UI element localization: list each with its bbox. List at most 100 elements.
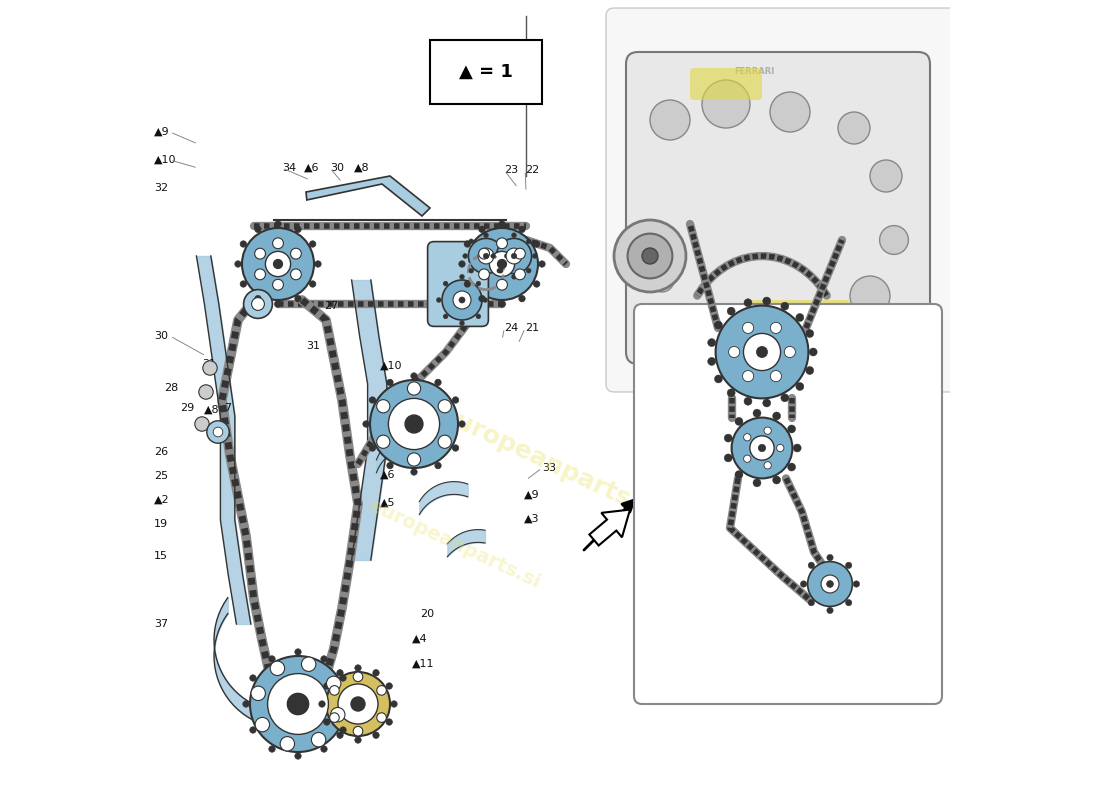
Circle shape (376, 435, 389, 448)
Circle shape (452, 445, 459, 451)
Circle shape (330, 686, 339, 695)
Circle shape (715, 321, 723, 329)
Circle shape (267, 674, 329, 734)
Circle shape (678, 304, 710, 336)
Circle shape (519, 295, 525, 302)
Circle shape (526, 268, 531, 273)
Circle shape (512, 274, 516, 279)
Circle shape (275, 221, 282, 227)
Circle shape (497, 268, 502, 273)
Text: ▲3: ▲3 (524, 514, 539, 523)
Circle shape (754, 479, 761, 487)
Circle shape (490, 251, 515, 277)
Circle shape (795, 314, 804, 322)
Circle shape (346, 701, 353, 707)
Text: 18: 18 (718, 558, 734, 570)
Circle shape (443, 281, 448, 286)
Text: 25: 25 (154, 471, 168, 481)
Circle shape (512, 233, 516, 238)
Circle shape (827, 607, 833, 614)
Circle shape (410, 469, 417, 475)
Circle shape (340, 675, 346, 682)
Circle shape (388, 398, 440, 450)
Circle shape (469, 239, 474, 244)
Circle shape (826, 581, 834, 587)
Circle shape (724, 454, 733, 462)
Circle shape (484, 233, 488, 238)
Circle shape (469, 268, 474, 273)
Circle shape (870, 160, 902, 192)
FancyArrow shape (590, 510, 630, 546)
FancyBboxPatch shape (634, 304, 942, 704)
Circle shape (478, 248, 494, 264)
Circle shape (386, 683, 393, 690)
Circle shape (702, 80, 750, 128)
Circle shape (764, 462, 771, 469)
Circle shape (750, 436, 774, 460)
Text: 34: 34 (282, 163, 296, 173)
Circle shape (498, 239, 503, 244)
Circle shape (355, 665, 361, 671)
Circle shape (207, 421, 229, 443)
Circle shape (438, 435, 451, 448)
Circle shape (370, 445, 375, 451)
Circle shape (463, 254, 467, 258)
Circle shape (754, 409, 761, 417)
Circle shape (764, 427, 771, 434)
Circle shape (405, 415, 424, 433)
Text: 30: 30 (330, 163, 344, 173)
Circle shape (377, 686, 386, 695)
Text: 31: 31 (306, 341, 320, 350)
Text: ▲ = 1: ▲ = 1 (459, 63, 513, 81)
Text: ▲13: ▲13 (260, 681, 282, 690)
Circle shape (498, 268, 503, 273)
Circle shape (534, 281, 540, 287)
Circle shape (376, 400, 389, 413)
Circle shape (735, 470, 743, 478)
Circle shape (854, 581, 859, 587)
Circle shape (515, 269, 526, 280)
Circle shape (337, 732, 343, 738)
Circle shape (452, 397, 459, 403)
Circle shape (478, 269, 490, 280)
Circle shape (202, 361, 217, 375)
Circle shape (515, 248, 526, 259)
Circle shape (795, 382, 804, 390)
Circle shape (807, 562, 852, 606)
Circle shape (496, 238, 531, 274)
Circle shape (390, 701, 397, 707)
Circle shape (532, 254, 537, 258)
Circle shape (466, 228, 538, 300)
Circle shape (438, 400, 451, 413)
Text: ▲4: ▲4 (412, 634, 428, 643)
Circle shape (337, 670, 343, 676)
Circle shape (735, 418, 743, 426)
Circle shape (363, 421, 370, 427)
Circle shape (821, 575, 839, 593)
Circle shape (321, 656, 327, 662)
Circle shape (707, 358, 716, 366)
Circle shape (271, 661, 285, 675)
Circle shape (519, 226, 525, 233)
Circle shape (742, 322, 754, 334)
Circle shape (801, 581, 806, 587)
Circle shape (772, 412, 781, 420)
Circle shape (373, 670, 380, 676)
Circle shape (793, 444, 801, 452)
Circle shape (727, 307, 735, 315)
Circle shape (744, 398, 752, 406)
Circle shape (642, 248, 658, 264)
Circle shape (478, 226, 485, 233)
Circle shape (301, 657, 316, 671)
Circle shape (290, 269, 301, 280)
Circle shape (387, 379, 393, 386)
Circle shape (255, 248, 265, 259)
Text: ▲9: ▲9 (154, 127, 169, 137)
Circle shape (476, 281, 481, 286)
FancyBboxPatch shape (746, 300, 850, 340)
Text: 20: 20 (420, 610, 434, 619)
Text: 32: 32 (390, 387, 404, 397)
Circle shape (846, 562, 851, 569)
Circle shape (240, 281, 246, 287)
Circle shape (464, 281, 471, 287)
